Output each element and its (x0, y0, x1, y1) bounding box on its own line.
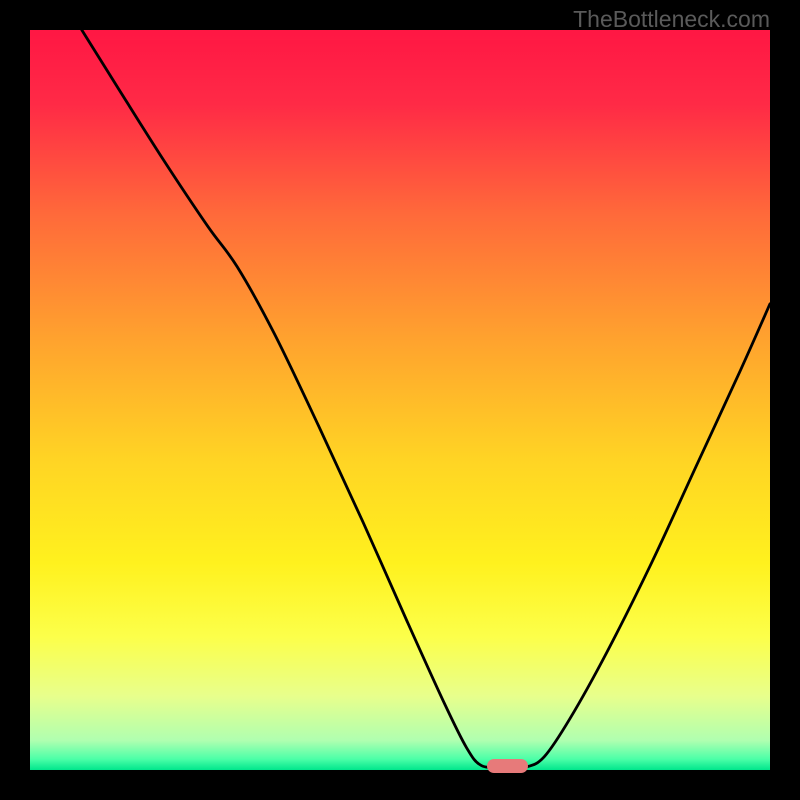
watermark-text: TheBottleneck.com (573, 6, 770, 33)
optimal-marker (487, 759, 528, 773)
bottleneck-curve (30, 30, 770, 770)
plot-area (30, 30, 770, 770)
